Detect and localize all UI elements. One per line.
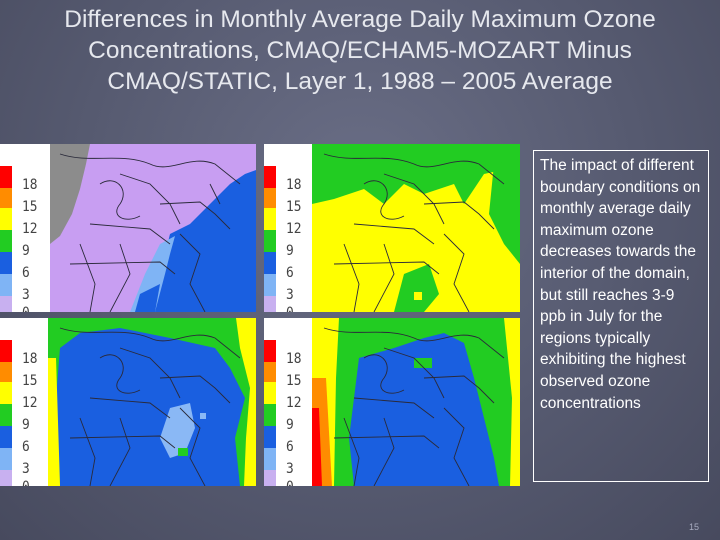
colorbar-tick-3: 3	[22, 461, 30, 477]
colorbar-tick-3: 3	[22, 287, 30, 303]
colorbar-tick-0: 0	[22, 479, 44, 486]
colorbar-tick-18: 18	[286, 177, 302, 193]
map-bottom-right	[312, 318, 520, 486]
map-panel-top-left: 18 15 12 9 6 3 0	[0, 144, 256, 312]
colorbar-tick-12: 12	[286, 395, 302, 411]
colorbar-tick-15: 15	[286, 199, 302, 215]
colorbar-tick-15: 15	[22, 199, 38, 215]
title-line-2: Concentrations, CMAQ/ECHAM5-MOZART Minus	[88, 37, 632, 64]
colorbar-tick-12: 12	[22, 395, 38, 411]
map-panel-bottom-left: 18 15 12 9 6 3 0	[0, 318, 256, 486]
colorbar-tick-18: 18	[22, 351, 38, 367]
colorbar-tick-6: 6	[286, 265, 294, 281]
colorbar-tick-9: 9	[22, 243, 30, 259]
colorbar	[264, 318, 284, 486]
description-text: The impact of different boundary conditi…	[540, 157, 701, 412]
colorbar-tick-3: 3	[286, 461, 294, 477]
colorbar-tick-0: 0	[22, 305, 44, 312]
colorbar-tick-6: 6	[286, 439, 294, 455]
title-line-1: Differences in Monthly Average Daily Max…	[64, 6, 656, 33]
map-panel-bottom-right: 18 15 12 9 6 3 0	[264, 318, 520, 486]
colorbar-tick-15: 15	[286, 373, 302, 389]
colorbar	[0, 318, 20, 486]
slide-title: Differences in Monthly Average Daily Max…	[0, 4, 720, 97]
colorbar-tick-6: 6	[22, 439, 30, 455]
colorbar-tick-12: 12	[22, 221, 38, 237]
colorbar-tick-9: 9	[286, 417, 294, 433]
colorbar-tick-0: 0	[286, 479, 308, 486]
map-panel-top-right: 18 15 12 9 6 3 0	[264, 144, 520, 312]
colorbar-tick-15: 15	[22, 373, 38, 389]
colorbar-tick-18: 18	[22, 177, 38, 193]
colorbar-tick-9: 9	[286, 243, 294, 259]
title-line-3: CMAQ/STATIC, Layer 1, 1988 – 2005 Averag…	[107, 68, 613, 95]
map-top-right	[312, 144, 520, 312]
page-number: 15	[689, 522, 700, 532]
colorbar-tick-3: 3	[286, 287, 294, 303]
colorbar-tick-9: 9	[22, 417, 30, 433]
colorbar-tick-6: 6	[22, 265, 30, 281]
description-box: The impact of different boundary conditi…	[533, 150, 709, 482]
colorbar	[0, 144, 20, 312]
colorbar	[264, 144, 284, 312]
colorbar-tick-0: 0	[286, 305, 308, 312]
map-top-left	[50, 144, 256, 312]
map-bottom-left	[48, 318, 256, 486]
colorbar-tick-18: 18	[286, 351, 302, 367]
colorbar-tick-12: 12	[286, 221, 302, 237]
